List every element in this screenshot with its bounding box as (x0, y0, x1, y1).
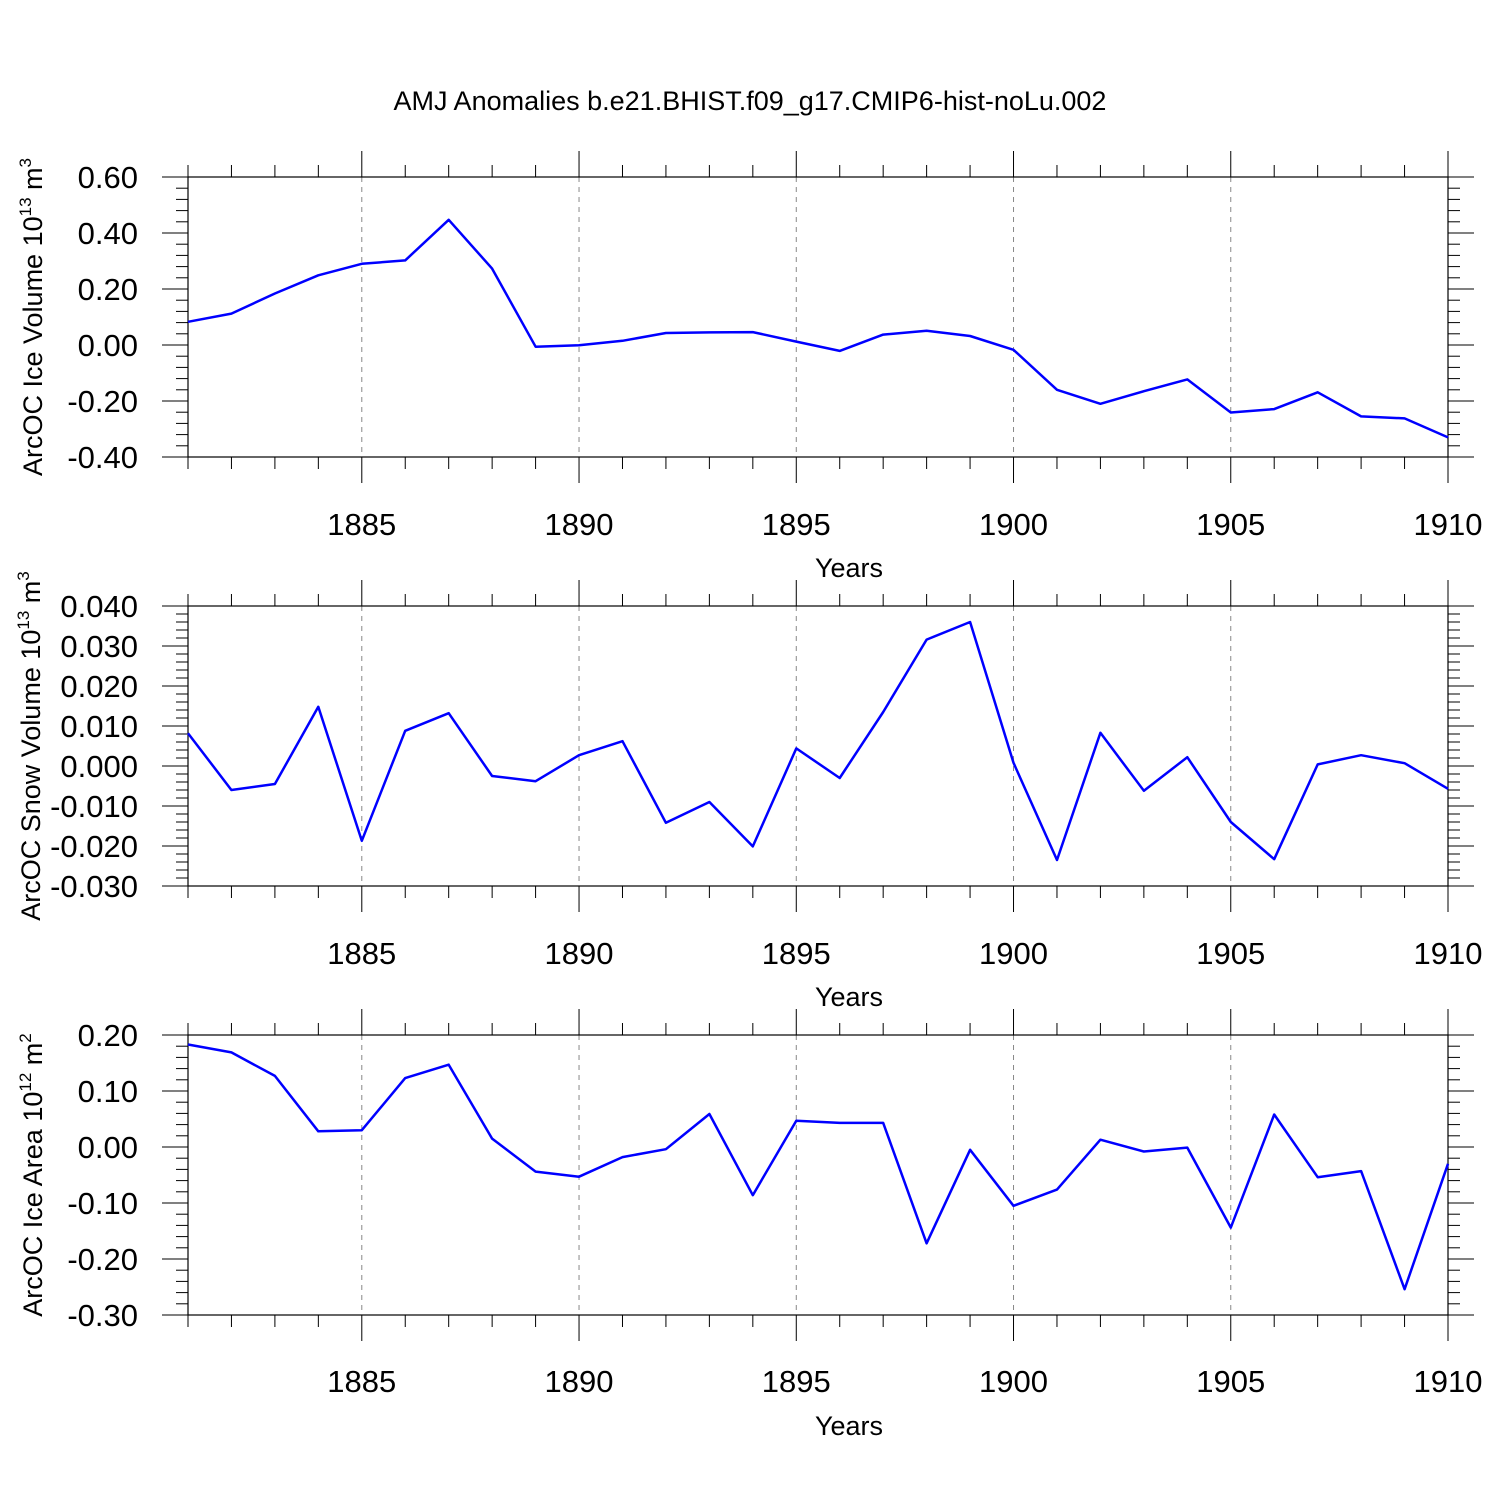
x-tick-label: 1890 (545, 936, 614, 971)
y-tick-label: 0.040 (60, 589, 138, 624)
series-line (187, 620, 1449, 862)
y-tick-label: 0.000 (60, 749, 138, 784)
x-tick-label: 1900 (979, 1364, 1048, 1399)
y-tick-label: 0.60 (78, 160, 138, 195)
y-tick-label: 0.40 (78, 216, 138, 251)
y-tick-label: 0.10 (78, 1074, 138, 1109)
x-axis-title: Years (815, 1411, 883, 1441)
chart-title: AMJ Anomalies b.e21.BHIST.f09_g17.CMIP6-… (394, 86, 1107, 116)
y-tick-label: 0.00 (78, 1130, 138, 1165)
y-tick-label: 0.020 (60, 669, 138, 704)
panel-snow-volume: -0.030 -0.020 -0.010 0.000 0.010 0.020 0.030 0.… (14, 571, 1482, 1012)
x-tick-label: 1905 (1196, 1364, 1265, 1399)
x-tick-label: 1900 (979, 936, 1048, 971)
x-tick-label: 1895 (762, 936, 831, 971)
y-tick-label: 0.010 (60, 709, 138, 744)
x-tick-label: 1900 (979, 507, 1048, 542)
y-tick-label: -0.30 (67, 1298, 138, 1333)
y-tick-label: 0.20 (78, 272, 138, 307)
y-tick-label: -0.020 (50, 829, 138, 864)
y-tick-label: -0.40 (67, 440, 138, 475)
x-axis-title: Years (815, 553, 883, 583)
x-tick-label: 1895 (762, 507, 831, 542)
x-tick-label: 1910 (1414, 507, 1483, 542)
y-tick-label: 0.030 (60, 629, 138, 664)
y-axis-title: ArcOC Snow Volume 1013 m3 (14, 571, 46, 921)
y-tick-label: -0.20 (67, 1242, 138, 1277)
x-tick-label: 1890 (545, 507, 614, 542)
y-axis-title: ArcOC Ice Volume 1013 m3 (16, 158, 48, 476)
plot-frame (187, 605, 1449, 887)
y-tick-label: -0.010 (50, 789, 138, 824)
x-tick-label: 1885 (327, 507, 396, 542)
x-tick-label: 1910 (1414, 936, 1483, 971)
plot-frame (187, 176, 1449, 458)
x-tick-label: 1905 (1196, 507, 1265, 542)
y-tick-label: -0.20 (67, 384, 138, 419)
series-line (187, 218, 1449, 439)
y-tick-label: -0.030 (50, 869, 138, 904)
x-tick-label: 1885 (327, 936, 396, 971)
y-tick-label: -0.10 (67, 1186, 138, 1221)
panel-ice-area: -0.30 -0.20 -0.10 0.00 0.10 0.20 1885 1890 1895 1… (16, 1009, 1482, 1441)
x-tick-label: 1895 (762, 1364, 831, 1399)
x-tick-label: 1885 (327, 1364, 396, 1399)
y-axis-title: ArcOC Ice Area 1012 m2 (16, 1033, 48, 1317)
plot-frame (187, 1034, 1449, 1316)
x-axis-title: Years (815, 982, 883, 1012)
x-tick-label: 1890 (545, 1364, 614, 1399)
y-tick-label: 0.00 (78, 328, 138, 363)
x-tick-label: 1910 (1414, 1364, 1483, 1399)
series-line (187, 1043, 1450, 1291)
x-tick-label: 1905 (1196, 936, 1265, 971)
panel-ice-volume: -0.40 -0.20 0.00 0.20 0.40 0.60 1885 1890 1895 19… (16, 151, 1482, 583)
y-tick-label: 0.20 (78, 1018, 138, 1053)
